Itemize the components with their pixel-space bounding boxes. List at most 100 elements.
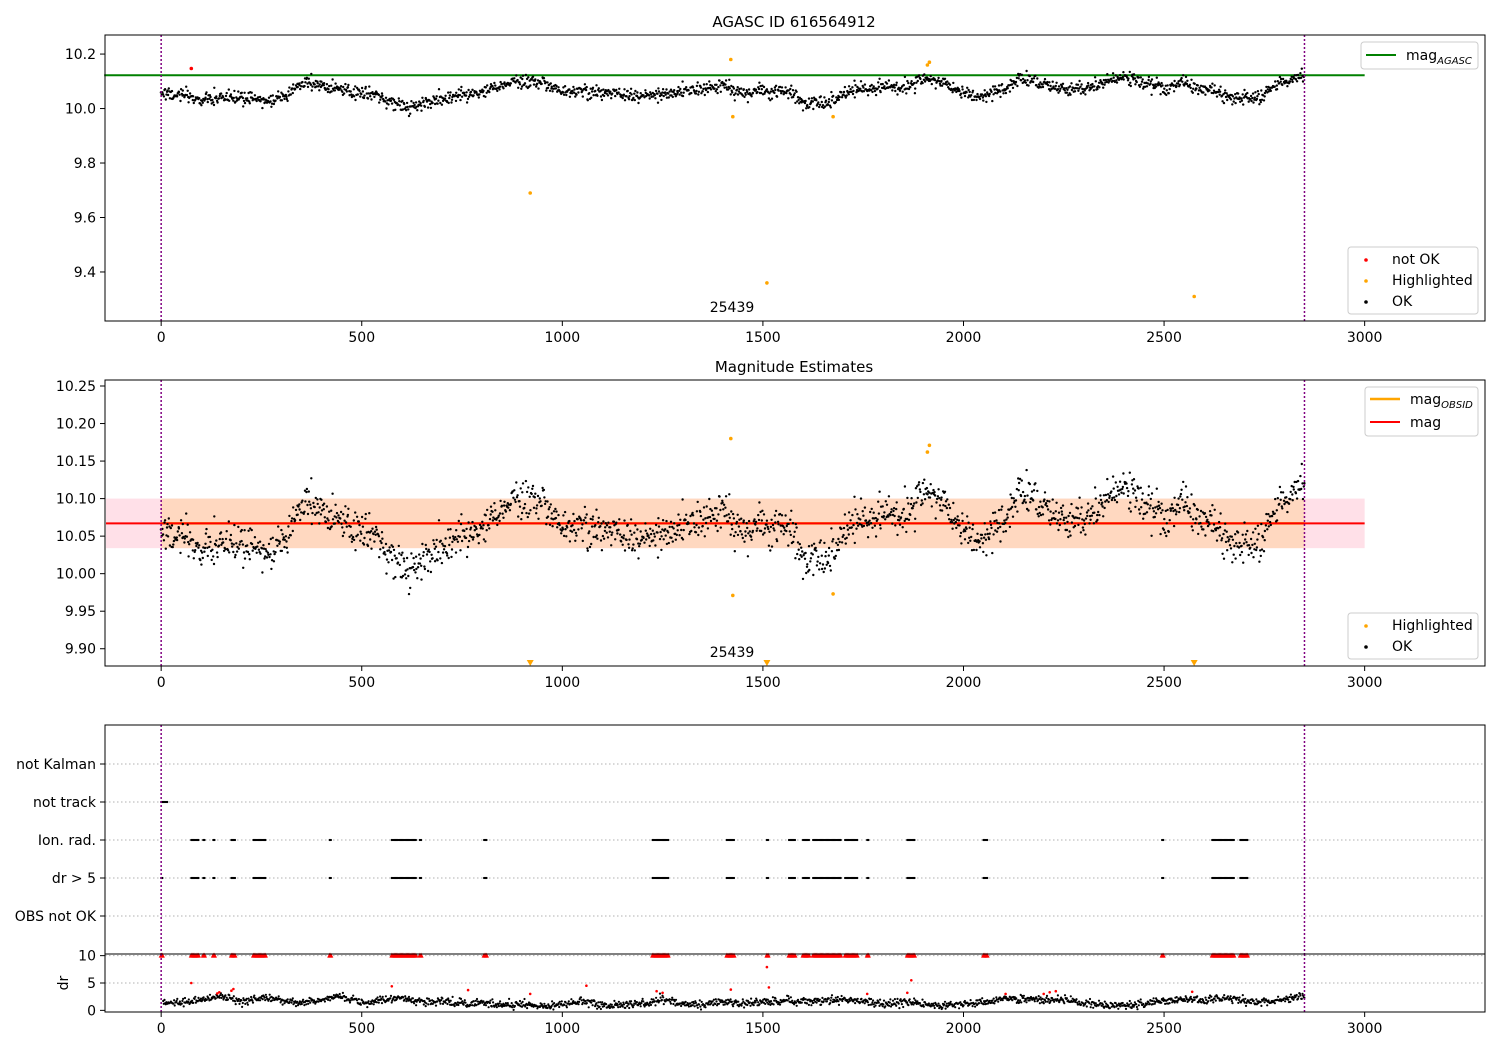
panel1-ok-point <box>1249 94 1253 98</box>
panel1-ok-point <box>1213 84 1216 87</box>
panel2-ok-point <box>374 525 378 529</box>
panel2-ok-point <box>991 511 995 515</box>
panel2-ok-point <box>529 509 532 512</box>
dr-point <box>191 999 194 1002</box>
panel1-ok-point <box>1086 86 1089 89</box>
panel2-ok-point <box>512 496 515 499</box>
panel1-ok-point <box>1274 80 1277 83</box>
dr-point <box>674 1004 677 1007</box>
panel2-ok-point <box>619 533 622 536</box>
panel2-ok-point <box>653 532 656 535</box>
panel2-ok-point <box>166 535 170 538</box>
panel2-ok-point <box>306 512 310 516</box>
panel1-ok-point <box>872 87 876 90</box>
panel2-ok-point <box>493 502 496 505</box>
panel2-ok-point <box>407 574 410 578</box>
flag-point <box>233 876 237 880</box>
dr-point <box>778 1001 781 1004</box>
panel1-ok-point <box>520 87 523 91</box>
panel1-ok-point <box>1224 95 1228 99</box>
panel2-ok-point <box>1140 498 1144 501</box>
panel1-ok-point <box>546 86 550 90</box>
panel2-ok-point <box>1165 534 1168 538</box>
panel2-ok-point <box>265 550 268 553</box>
panel1-ok-point <box>224 94 228 98</box>
panel2-ok-point <box>1161 509 1164 512</box>
panel1-ok-point <box>648 94 651 97</box>
panel1-ok-point <box>649 93 653 96</box>
panel2-ok-point <box>1259 554 1263 558</box>
dr-point <box>580 999 583 1002</box>
panel1-ok-point <box>845 94 848 97</box>
panel2-ok-point <box>562 514 565 517</box>
panel2-ok-point <box>1002 530 1005 533</box>
panel2-ok-point <box>944 504 947 508</box>
panel1-ok-point <box>370 98 373 101</box>
panel1-ok-point <box>477 96 480 99</box>
panel1-ok-point <box>1241 93 1244 96</box>
dr-point <box>619 1002 622 1005</box>
panel1-ok-point <box>1279 77 1283 81</box>
panel1-ok-point <box>562 93 566 97</box>
panel1-ok-point <box>938 82 942 86</box>
dr-point <box>538 1005 542 1009</box>
panel1-ok-point <box>498 85 502 88</box>
panel2-ok-point <box>499 499 502 503</box>
panel1-ok-point <box>894 89 897 93</box>
panel2-ok-point <box>1165 522 1169 525</box>
panel1-ok-point <box>1301 80 1305 83</box>
panel1-ok-point <box>568 88 571 91</box>
dr-point <box>723 1003 726 1006</box>
panel2-ok-point <box>1134 505 1137 509</box>
panel1-ok-point <box>583 83 587 86</box>
panel2-ok-point <box>712 513 715 517</box>
panel2-ok-point <box>935 497 939 501</box>
panel2-ok-point <box>390 558 394 562</box>
panel2-ok-point <box>1076 516 1079 520</box>
panel2-ok-point <box>859 518 862 521</box>
panel2-ok-point <box>1167 530 1171 533</box>
panel2-ok-point <box>968 536 971 539</box>
panel2-ok-point <box>898 519 901 522</box>
panel1-ok-point <box>471 88 474 92</box>
panel2-ok-point <box>679 518 682 521</box>
panel2-ok-point <box>341 534 345 538</box>
panel1-ok-point <box>751 91 755 95</box>
panel2-ok-point <box>1000 508 1003 511</box>
panel2-ok-point <box>1118 480 1122 483</box>
panel1-ok-point <box>285 97 288 101</box>
panel1-ok-point <box>521 77 524 81</box>
dr-point <box>380 997 383 1000</box>
panel2-ok-point <box>551 525 554 528</box>
panel2-ok-point <box>989 520 992 523</box>
panel2-ok-point <box>731 527 734 531</box>
panel1-ok-point <box>708 80 711 83</box>
panel2-ok-point <box>515 481 518 484</box>
panel2-ok-point <box>763 531 766 534</box>
panel2-ok-point <box>433 542 436 546</box>
panel2-ok-point <box>1241 533 1244 536</box>
panel1-ok-point <box>320 84 324 87</box>
panel2-ok-point <box>702 506 706 509</box>
panel2-ok-point <box>1089 518 1092 521</box>
panel2-ok-point <box>200 551 204 554</box>
panel2-ytick-label-0: 9.90 <box>65 642 96 658</box>
panel1-ok-point <box>307 77 310 80</box>
panel2-ok-point <box>1067 535 1070 539</box>
panel2-ok-point <box>531 487 534 490</box>
panel2-ok-point <box>903 485 907 488</box>
panel1-ok-point <box>1185 82 1189 86</box>
panel1-ok-point <box>1255 97 1259 101</box>
panel2-ok-point <box>577 528 580 531</box>
panel2-ok-point <box>662 538 665 541</box>
panel2-ok-point <box>978 546 982 549</box>
panel2-ok-point <box>830 527 833 530</box>
panel1-ok-point <box>327 88 330 91</box>
panel2-ok-point <box>793 530 796 533</box>
panel2-ok-point <box>360 532 363 536</box>
flag-point <box>213 876 216 880</box>
panel2-ok-point <box>912 504 915 508</box>
dr-point <box>214 997 217 1000</box>
legend-marker-ok <box>1364 300 1368 304</box>
panel2-ok-point <box>272 550 275 553</box>
